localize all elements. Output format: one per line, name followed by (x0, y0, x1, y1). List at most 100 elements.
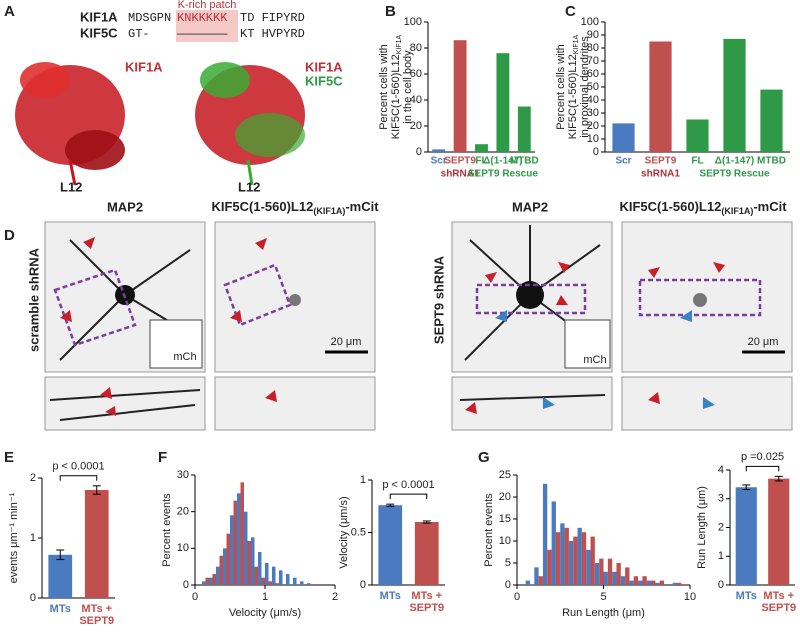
panel-label: F (158, 449, 167, 466)
inset-label: mCh (173, 351, 196, 363)
y-tick-label: 4 (718, 464, 724, 476)
seq: KT HVPYRD (240, 27, 305, 41)
patch-highlight (176, 10, 238, 42)
significance-bracket (59, 475, 98, 481)
y-tick-label: 30 (587, 107, 599, 119)
x-tick-label: 10 (684, 591, 696, 603)
error-bar (92, 485, 101, 495)
seq: MDSGPN (128, 11, 171, 25)
arrowheads (60, 237, 725, 416)
y-tick-label: 0 (360, 579, 366, 591)
histogram-bar (216, 566, 220, 585)
histogram-bar (279, 570, 283, 585)
structure-overlay (195, 62, 305, 186)
inset (149, 319, 611, 369)
neurons (49, 225, 606, 421)
y-tick-label: 0 (505, 579, 511, 591)
y-tick-label: 80 (410, 42, 422, 54)
bar (84, 490, 109, 598)
y-tick-label: 0 (416, 146, 422, 158)
panel-label: G (478, 449, 490, 466)
y-axis-label-sub: KIF1A (573, 34, 580, 54)
y-tick-label: 60 (410, 68, 422, 80)
y-axis-label: events μm⁻¹ min⁻¹ (8, 492, 20, 583)
y-axis-label: Percent cells with (555, 44, 567, 130)
bar (414, 522, 439, 585)
error-bar (422, 520, 431, 524)
error-bar (742, 484, 751, 491)
histogram-bar (219, 555, 223, 585)
histogram-bar (607, 558, 613, 585)
histogram-bar (612, 571, 617, 585)
y-tick-label: 10 (587, 133, 599, 145)
group-label: SEPT9 Rescue (699, 169, 769, 180)
histogram-bar (244, 511, 248, 585)
inset-label: mCh (583, 354, 606, 366)
histogram-bar (286, 574, 290, 585)
bar (453, 40, 467, 153)
y-tick-label: 10 (177, 542, 189, 554)
x-tick-label: Scr (615, 156, 631, 167)
x-tick-label: MTBD (757, 156, 786, 167)
histogram-bar (590, 536, 595, 585)
y-axis-label-part: in the cell body (402, 50, 414, 124)
column-title-sub: (KIF1A) (721, 206, 753, 216)
y-tick-label: 0 (593, 146, 599, 158)
y-tick-label: 2 (718, 521, 724, 533)
histogram-bar (564, 527, 569, 585)
x-tick-label: MTBD (510, 156, 539, 167)
structure-label: KIF1A (305, 59, 343, 74)
bar (496, 53, 510, 153)
error-bar (774, 475, 783, 482)
histogram-bar (251, 537, 255, 585)
x-tick-label: Scr (431, 156, 447, 167)
panel-label: B (385, 3, 396, 20)
column-title-part: KIF5C(1-560)L12 (211, 199, 313, 214)
x-tick-label: MTs (49, 603, 71, 615)
y-tick-label: 0 (30, 592, 36, 604)
histogram-bar (642, 576, 647, 585)
y-tick-label: 40 (587, 94, 599, 106)
x-tick-label: MTs (379, 590, 401, 602)
seq-name: KIF1A (80, 9, 118, 24)
row-label: SEPT9 shRNA (431, 255, 446, 344)
histogram-bar (672, 582, 678, 585)
y-axis-label-sub: KIF1A (396, 34, 403, 54)
histogram-bar (586, 549, 591, 585)
y-axis-label-part: KIF5C(1-560)L12 (390, 54, 402, 139)
x-tick-label: SEPT9 (444, 156, 476, 167)
structure-kif1a (15, 62, 125, 186)
y-tick-label: 90 (587, 29, 599, 41)
y-tick-label: 2 (30, 472, 36, 484)
histogram-bar (223, 548, 227, 585)
y-tick-label: 70 (587, 55, 599, 67)
histogram-bar (202, 581, 206, 585)
y-tick-label: 1 (360, 474, 366, 486)
patch-label: K-rich patch (178, 0, 237, 11)
y-tick-label: 20 (410, 120, 422, 132)
histogram-bar (616, 563, 621, 585)
x-tick-label: MTs + SEPT9 (761, 590, 797, 614)
scale-label: 20 μm (748, 336, 779, 348)
column-title-sub: (KIF1A) (313, 206, 345, 216)
histogram-bar (307, 583, 311, 585)
histogram-bar (555, 532, 561, 585)
histogram-bar (599, 558, 604, 585)
bar (48, 554, 73, 598)
x-tick-label: MTs + SEPT9 (409, 590, 445, 614)
y-tick-label: 20 (177, 506, 189, 518)
y-tick-label: 100 (404, 16, 422, 28)
x-tick-label: 0 (514, 591, 520, 603)
y-axis-label-part: Percent cells with (555, 44, 567, 130)
p-value: p < 0.0001 (382, 479, 434, 491)
group-label: shRNA1 (441, 169, 480, 180)
x-axis-label: Velocity (μm/s) (229, 607, 301, 619)
histogram-bar (581, 532, 587, 585)
histogram-bar (247, 541, 251, 585)
histogram-bar (254, 566, 258, 585)
x-tick-label: Δ(1-147) (483, 156, 522, 167)
y-tick-label: 0.5 (351, 526, 366, 538)
histogram-bar (659, 580, 665, 585)
histogram-bar (525, 580, 530, 585)
